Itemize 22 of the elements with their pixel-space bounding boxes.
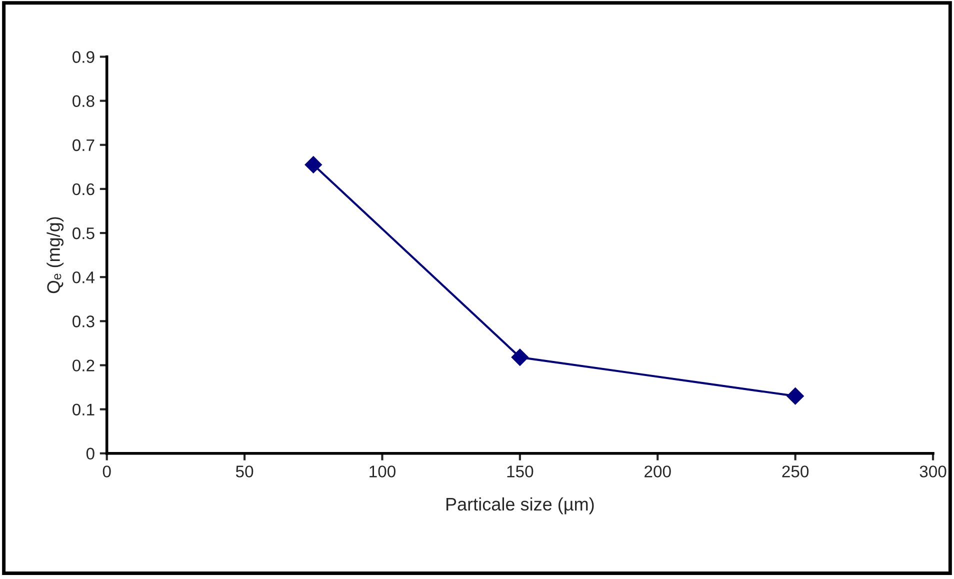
y-tick-label: 0.5 bbox=[72, 227, 94, 240]
x-tick-label: 150 bbox=[507, 466, 534, 478]
point bbox=[786, 388, 804, 405]
point bbox=[511, 348, 528, 366]
y-tick-label: 0.6 bbox=[72, 183, 94, 196]
x-axis-title: Particale size (µm) bbox=[446, 497, 594, 514]
x-tick-label: 200 bbox=[644, 466, 671, 478]
y-tick-label: 0.8 bbox=[72, 95, 94, 108]
x-tick-label: 0 bbox=[102, 466, 111, 478]
y-axis-title: Qₑ (mg/g) bbox=[46, 217, 64, 294]
y-tick-label: 0.9 bbox=[72, 51, 94, 63]
x-tick-label: 300 bbox=[920, 466, 946, 478]
y-tick-label: 0.1 bbox=[72, 404, 94, 416]
x-tick-label: 50 bbox=[236, 466, 254, 478]
x-tick-label: 250 bbox=[782, 466, 809, 478]
y-tick-label: 0.3 bbox=[72, 316, 94, 328]
y-tick-label: 0.7 bbox=[72, 139, 94, 152]
point bbox=[304, 156, 322, 174]
y-tick-label: 0 bbox=[86, 448, 94, 460]
y-tick-label: 0.4 bbox=[72, 271, 95, 284]
x-tick-label: 100 bbox=[370, 466, 396, 478]
y-tick-label: 0.2 bbox=[72, 360, 94, 372]
